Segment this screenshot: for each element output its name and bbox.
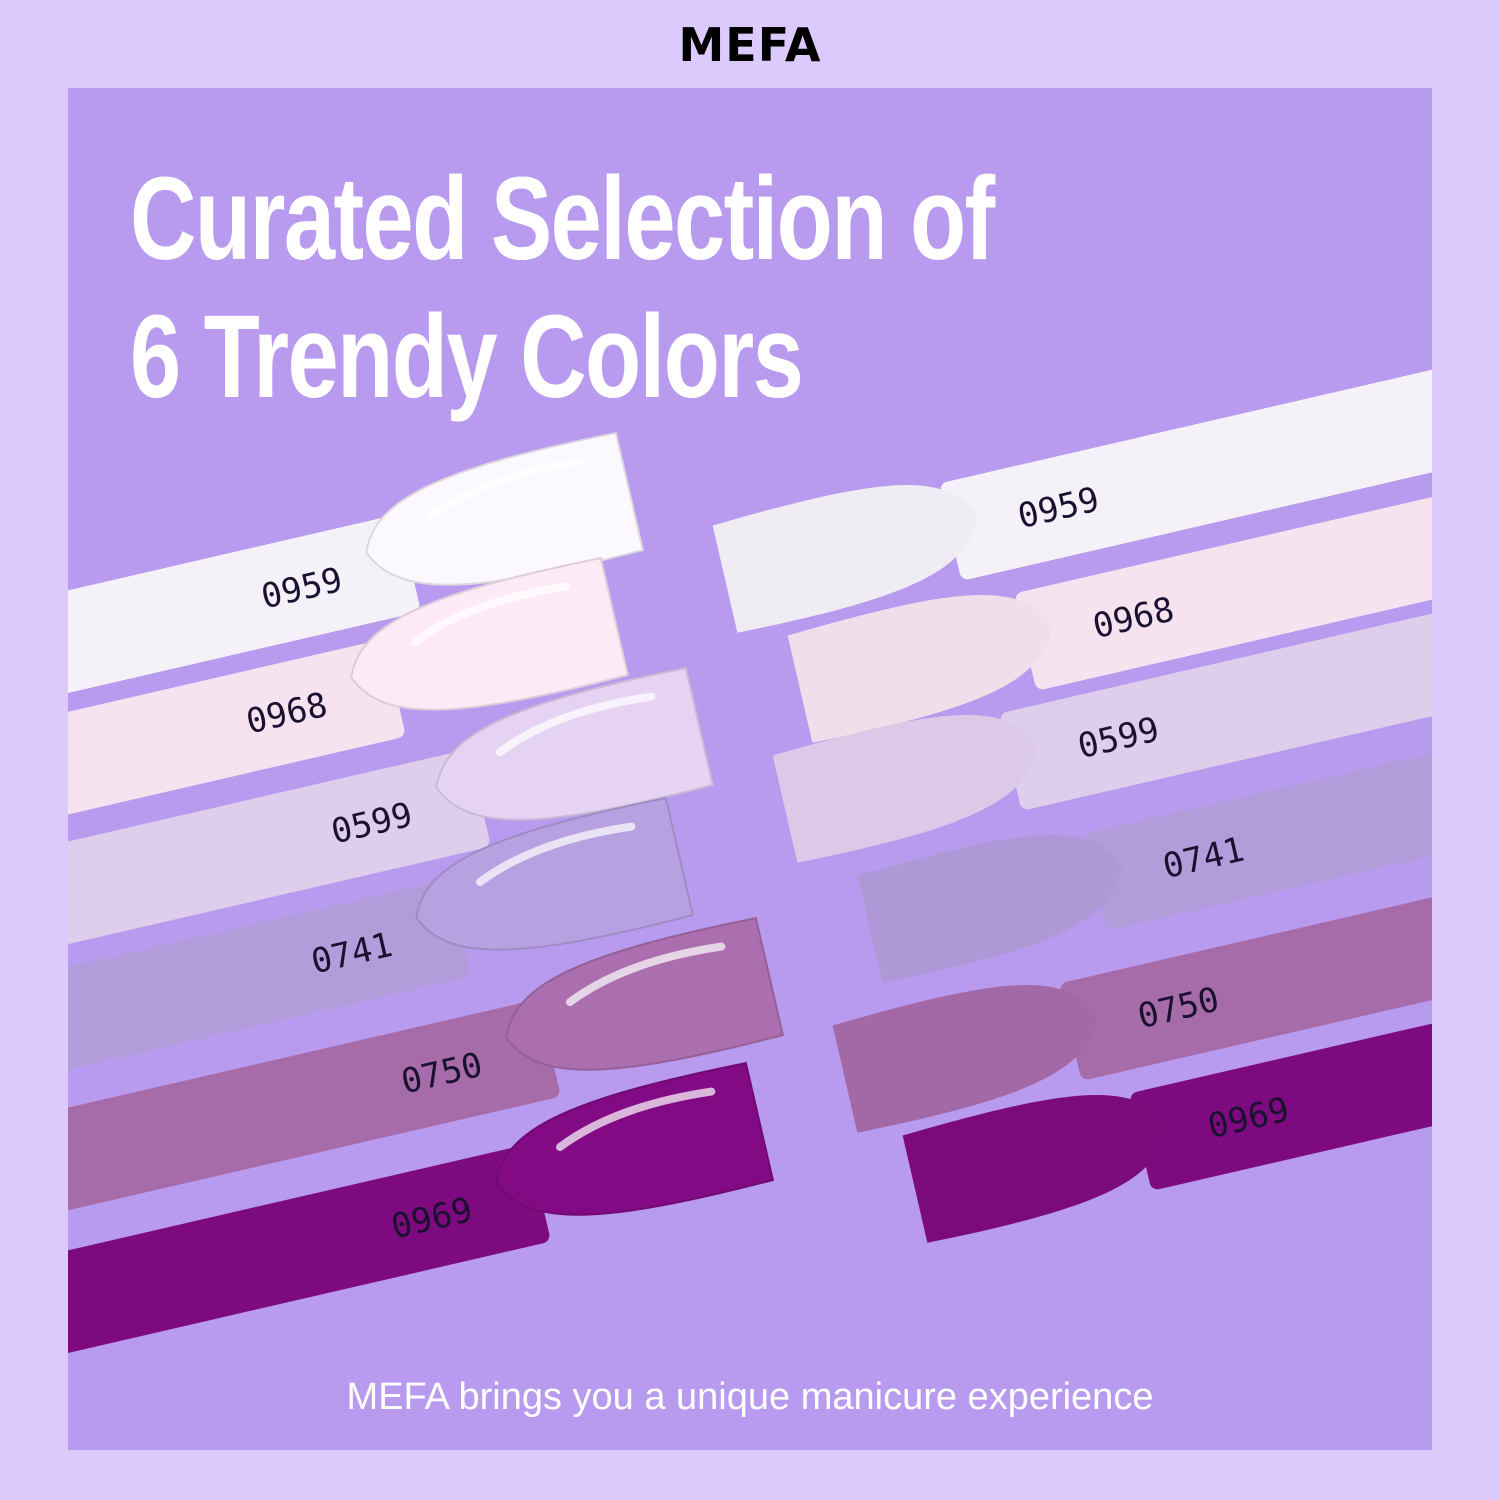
swatch-right-0959: 0959 xyxy=(712,323,1432,633)
nail-tip xyxy=(415,796,695,951)
swatch-left-0750: 0750 xyxy=(68,916,785,1255)
nail-shine xyxy=(410,582,571,647)
nail-tip xyxy=(832,985,1098,1133)
swatch-stick xyxy=(68,1145,550,1400)
nail-swatches: 0959095909680968059905990741074107500750… xyxy=(68,323,1432,1400)
brand-logo: MEFA xyxy=(678,18,822,72)
swatch-stick xyxy=(1060,823,1432,1080)
nail-tip xyxy=(857,835,1123,983)
tagline: MEFA brings you a unique manicure experi… xyxy=(346,1376,1154,1418)
nail-shine xyxy=(475,822,636,887)
swatch-stick xyxy=(68,880,470,1135)
headline-line2: 6 Trendy Colors xyxy=(130,291,804,423)
main-panel: Curated Selection of 6 Trendy Colors 095… xyxy=(68,88,1432,1450)
swatch-left-0969: 0969 xyxy=(68,1061,775,1400)
nail-tip xyxy=(712,485,978,633)
nail-tip xyxy=(365,431,645,586)
nail-tip xyxy=(435,666,715,821)
swatch-stick xyxy=(1000,553,1432,810)
nail-shine xyxy=(425,457,586,522)
swatch-right-0741: 0741 xyxy=(857,673,1432,983)
swatch-right-0750: 0750 xyxy=(832,823,1432,1133)
swatch-stick xyxy=(68,1000,560,1255)
swatch-right-0969: 0969 xyxy=(902,933,1432,1243)
swatch-left-0741: 0741 xyxy=(68,796,695,1135)
swatch-stick xyxy=(68,750,490,1005)
nail-shine xyxy=(555,1087,716,1152)
nail-shine xyxy=(565,942,726,1007)
nail-tip xyxy=(505,916,785,1071)
swatch-right-0968: 0968 xyxy=(787,433,1432,743)
swatch-left-0968: 0968 xyxy=(68,556,630,895)
swatch-left-0959: 0959 xyxy=(68,431,645,770)
headline: Curated Selection of 6 Trendy Colors xyxy=(130,150,995,426)
headline-line1: Curated Selection of xyxy=(130,153,995,285)
swatch-stick xyxy=(1130,933,1432,1190)
swatch-stick xyxy=(1015,433,1432,690)
nail-tip xyxy=(772,715,1038,863)
swatch-stick xyxy=(68,515,420,770)
swatch-stick xyxy=(1085,673,1432,930)
nail-tip xyxy=(902,1095,1168,1243)
swatch-stick xyxy=(940,323,1432,580)
nail-tip xyxy=(495,1061,775,1216)
swatch-stick xyxy=(68,640,405,895)
nail-tip xyxy=(787,595,1053,743)
swatch-right-0599: 0599 xyxy=(772,553,1432,863)
nail-tip xyxy=(350,556,630,711)
swatch-left-0599: 0599 xyxy=(68,666,715,1005)
nail-shine xyxy=(495,692,656,757)
